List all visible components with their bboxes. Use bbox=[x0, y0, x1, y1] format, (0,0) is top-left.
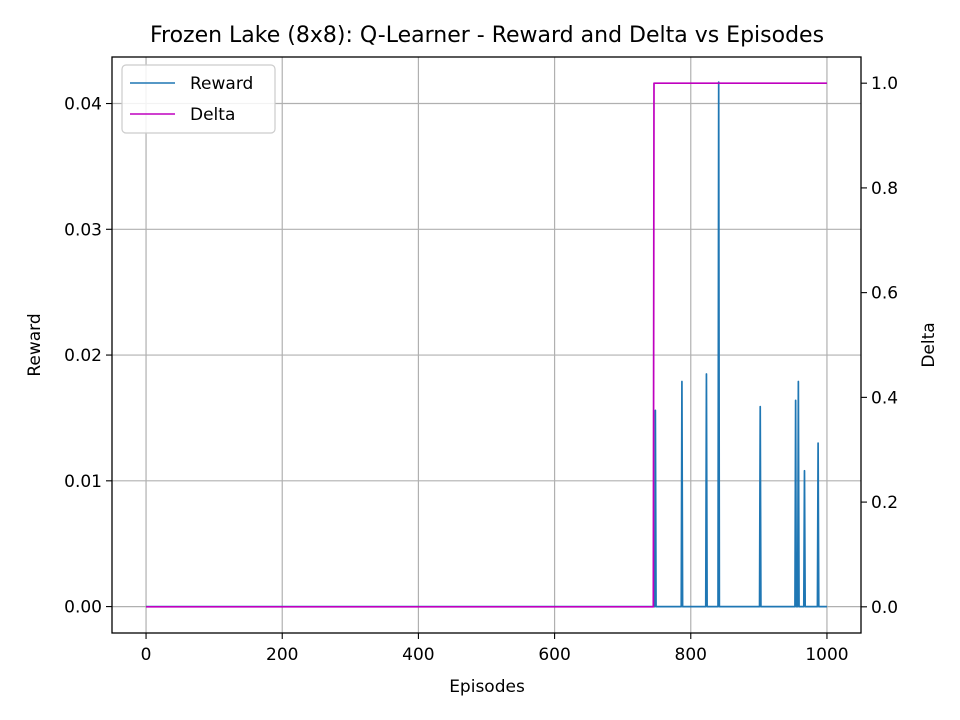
x-axis: 0 200 400 600 800 1000 bbox=[141, 633, 849, 665]
chart-title: Frozen Lake (8x8): Q-Learner - Reward an… bbox=[150, 23, 824, 48]
grid bbox=[112, 57, 861, 633]
x-tick-label: 0 bbox=[141, 645, 152, 665]
legend-label-reward: Reward bbox=[190, 74, 253, 94]
y2-axis-label: Delta bbox=[919, 322, 939, 367]
y-tick-label: 0.02 bbox=[64, 346, 102, 366]
series-line-delta bbox=[146, 82, 827, 608]
x-tick-label: 400 bbox=[402, 645, 434, 665]
y2-tick-label: 1.0 bbox=[871, 74, 898, 94]
y2-tick-label: 0.4 bbox=[871, 388, 898, 408]
legend-box bbox=[121, 64, 276, 134]
series-line-reward bbox=[146, 81, 827, 608]
y2-tick-label: 0.0 bbox=[871, 598, 898, 618]
y2-tick-label: 0.8 bbox=[871, 179, 898, 199]
y-axis-left: 0.00 0.01 0.02 0.03 0.04 bbox=[64, 95, 112, 618]
x-tick-label: 1000 bbox=[805, 645, 848, 665]
y-tick-label: 0.03 bbox=[64, 220, 102, 240]
x-tick-label: 200 bbox=[266, 645, 298, 665]
plot-area bbox=[146, 81, 827, 608]
legend-label-delta: Delta bbox=[190, 105, 235, 125]
x-axis-label: Episodes bbox=[449, 677, 525, 697]
y-axis-right: 0.0 0.2 0.4 0.6 0.8 1.0 bbox=[861, 74, 898, 618]
legend: Reward Delta bbox=[121, 64, 276, 134]
y-tick-label: 0.00 bbox=[64, 598, 102, 618]
x-tick-label: 800 bbox=[675, 645, 707, 665]
y2-tick-label: 0.2 bbox=[871, 493, 898, 513]
y-tick-label: 0.04 bbox=[64, 95, 102, 115]
plot-frame bbox=[111, 56, 862, 634]
y-axis-label: Reward bbox=[25, 313, 45, 376]
y-tick-label: 0.01 bbox=[64, 472, 102, 492]
y2-tick-label: 0.6 bbox=[871, 284, 898, 304]
x-tick-label: 600 bbox=[538, 645, 570, 665]
